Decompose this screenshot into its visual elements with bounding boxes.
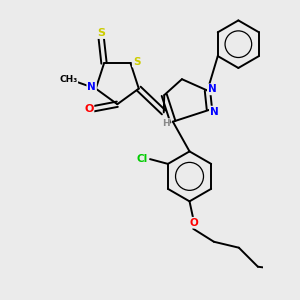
Text: Cl: Cl [136,154,147,164]
Text: N: N [208,84,217,94]
Text: S: S [97,28,105,38]
Text: H: H [162,118,170,127]
Text: S: S [133,57,140,67]
Text: CH₃: CH₃ [59,75,78,84]
Text: N: N [210,106,219,117]
Text: N: N [87,82,96,92]
Text: O: O [190,218,199,228]
Text: O: O [84,104,94,114]
